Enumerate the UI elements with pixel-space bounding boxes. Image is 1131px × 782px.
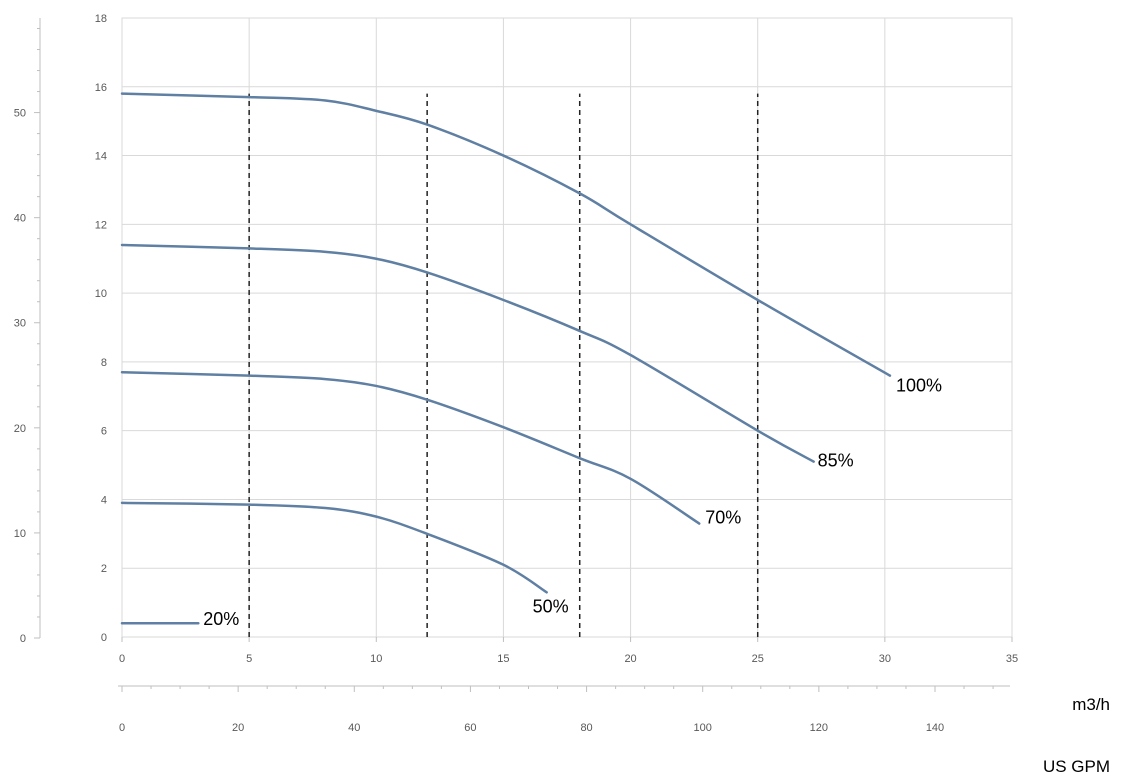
series-labels: 100% 85% 70% 50% 20% (203, 376, 942, 630)
y-primary-tick-label: 0 (101, 632, 107, 644)
y-secondary-tick-label: 40 (14, 213, 26, 225)
series-line-1 (120, 92, 892, 377)
series-group (120, 92, 892, 625)
x-secondary-tick-label: 40 (348, 722, 360, 734)
y-secondary-tick-label: 0 (20, 633, 26, 645)
x-primary-tick-label: 10 (370, 653, 382, 665)
x-secondary-tick-label: 120 (810, 722, 828, 734)
y-secondary-tick-label: 50 (14, 108, 26, 120)
series-label-5: 20% (203, 609, 239, 629)
reference-lines (248, 93, 759, 637)
series-label-2: 85% (818, 451, 854, 471)
x-primary-unit-label: m3/h (1072, 695, 1110, 714)
series-label-4: 50% (533, 596, 569, 616)
x-secondary-tick-label: 20 (232, 722, 244, 734)
y-secondary-tick-label: 10 (14, 528, 26, 540)
series-label-3: 70% (705, 508, 741, 528)
x-primary-tick-label: 35 (1006, 653, 1018, 665)
x-secondary-unit-label: US GPM (1043, 757, 1110, 776)
y-primary-tick-label: 4 (101, 494, 107, 506)
y-primary-tick-label: 14 (95, 151, 107, 163)
plot-frame (121, 17, 1013, 638)
axes: 0 2 4 6 8 10 12 14 16 18 0 5 10 15 20 25 30 35 0 10 20 30 40 50… (14, 13, 1018, 734)
y-secondary-tick-label: 20 (14, 423, 26, 435)
x-primary-tick-label: 0 (119, 653, 125, 665)
y-primary-tick-label: 18 (95, 13, 107, 25)
series-line-3 (120, 370, 701, 525)
series-label-1: 100% (896, 376, 942, 396)
x-primary-tick-label: 30 (879, 653, 891, 665)
y-primary-tick-label: 16 (95, 82, 107, 94)
y-primary-tick-label: 2 (101, 563, 107, 575)
x-primary-tick-label: 15 (497, 653, 509, 665)
x-secondary-tick-label: 100 (694, 722, 712, 734)
y-primary-tick-label: 6 (101, 426, 107, 438)
x-primary-tick-label: 20 (624, 653, 636, 665)
grid-lines (121, 17, 1013, 638)
series-line-2 (120, 243, 815, 463)
x-primary-tick-label: 25 (752, 653, 764, 665)
y-primary-tick-label: 8 (101, 357, 107, 369)
x-secondary-tick-label: 80 (580, 722, 592, 734)
y-secondary-tick-label: 30 (14, 318, 26, 330)
x-primary-tick-label: 5 (246, 653, 252, 665)
x-secondary-tick-label: 0 (119, 722, 125, 734)
x-secondary-tick-label: 60 (464, 722, 476, 734)
y-primary-tick-label: 10 (95, 288, 107, 300)
series-line-4 (120, 501, 548, 594)
y-primary-tick-label: 12 (95, 219, 107, 231)
x-secondary-tick-label: 140 (926, 722, 944, 734)
